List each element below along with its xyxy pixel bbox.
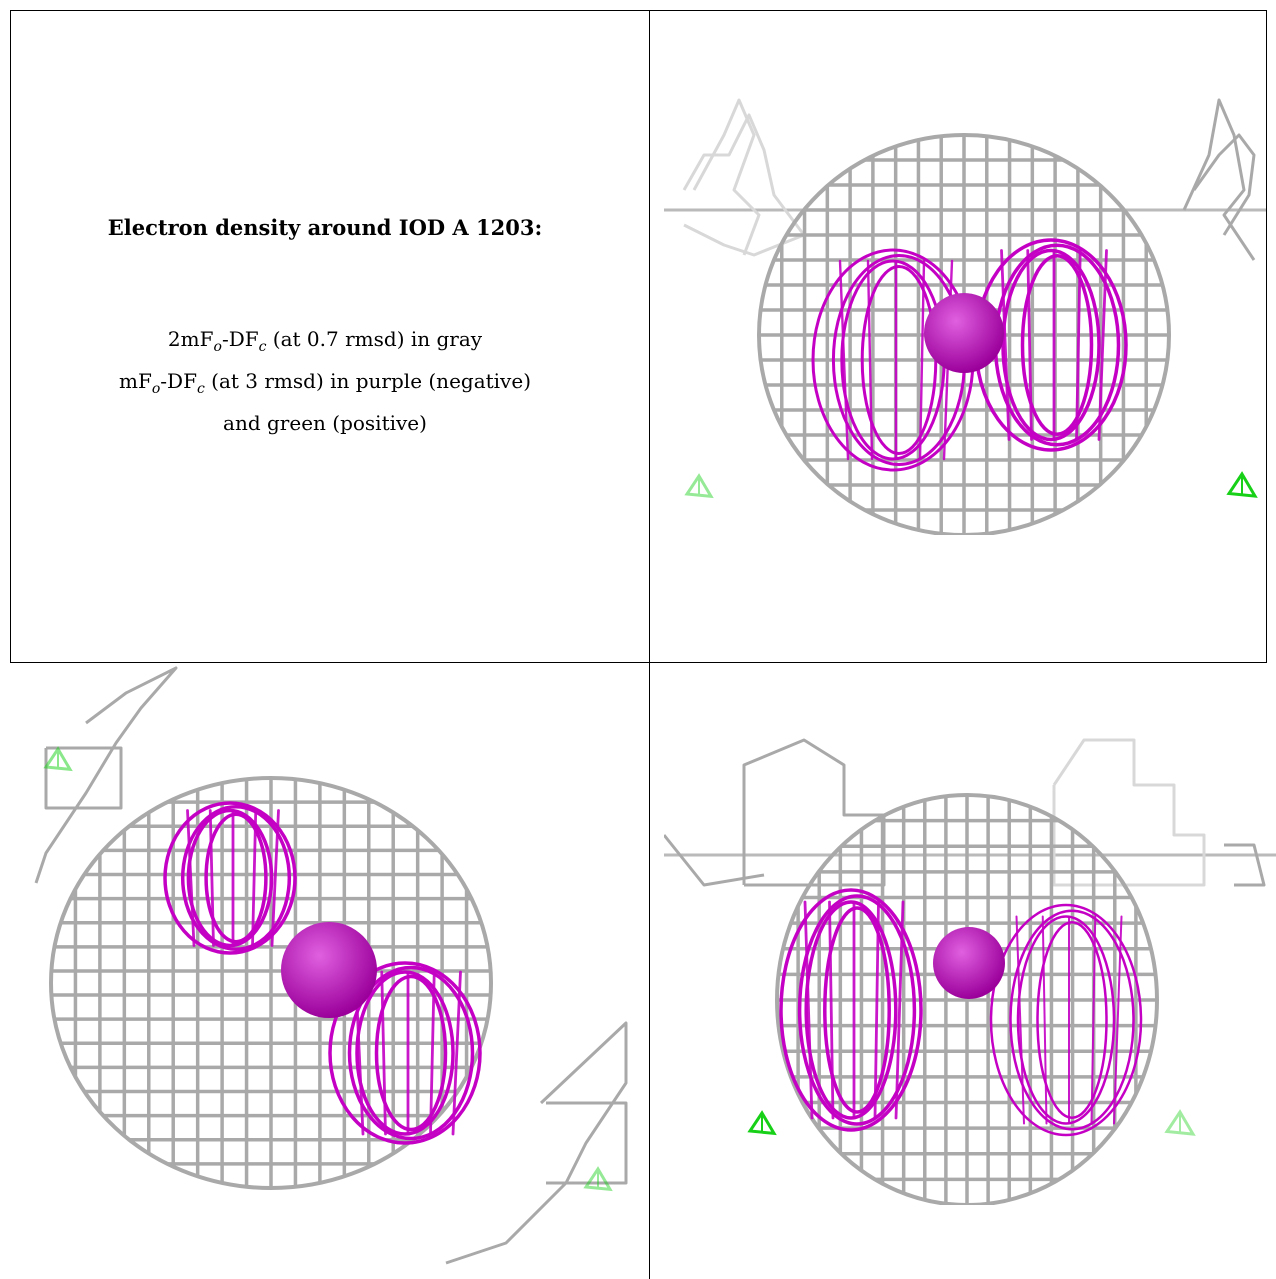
lobe-contour	[779, 888, 923, 1132]
fragment-bottom-right	[445, 1021, 628, 1265]
map-legend: 2mFo-DFc (at 0.7 rmsd) in gray mFo-DFc (…	[10, 322, 640, 440]
mesh-render-bottom-right	[664, 738, 1276, 1205]
positive-peak-right	[1164, 1109, 1196, 1136]
lobe-strand	[1000, 249, 1011, 441]
positive-peak-left	[684, 473, 714, 499]
lobe-contour	[186, 808, 274, 948]
lobe-contour	[1036, 921, 1108, 1119]
lobe-strand	[1113, 915, 1123, 1125]
fragment-right	[1052, 738, 1206, 887]
lobe-strand	[451, 970, 462, 1136]
lobe-contour	[347, 965, 475, 1141]
lobe-strand	[251, 809, 258, 947]
fragment-bottom-right-box	[546, 1101, 628, 1185]
lobe-strand	[1041, 915, 1048, 1125]
lobe-contour	[1016, 915, 1116, 1125]
frame-top	[10, 10, 1267, 11]
lobe-contour	[823, 906, 891, 1114]
frame-middle	[10, 662, 1267, 663]
fragment-right	[1182, 98, 1256, 261]
lobe-strand	[1026, 249, 1033, 441]
frame-center	[649, 10, 650, 1279]
density-view-top-right	[664, 95, 1266, 535]
mesh-outline	[757, 133, 1171, 535]
iodide-atom	[281, 922, 377, 1018]
positive-peak-left	[747, 1110, 777, 1136]
figure-title: Electron density around IOD A 1203:	[107, 215, 543, 240]
negative-lobe-lower	[328, 961, 482, 1145]
lobe-contour	[355, 970, 455, 1136]
lobe-contour	[797, 894, 917, 1126]
lobe-contour	[1009, 909, 1135, 1131]
density-view-bottom-left	[26, 663, 636, 1279]
mesh-render-bottom-left	[34, 666, 628, 1265]
lobe-contour	[804, 900, 898, 1120]
frame-right	[1266, 10, 1267, 662]
lobe-strand	[918, 259, 926, 461]
lobe-contour	[1020, 254, 1094, 436]
lobe-strand	[1015, 915, 1025, 1125]
frame-left	[10, 10, 11, 662]
density-2fo-sphere	[49, 776, 493, 1190]
legend-line-mfo-dfc: mFo-DFc (at 3 rmsd) in purple (negative)	[119, 369, 531, 397]
mesh-outline	[49, 776, 493, 1190]
legend-line-2mfo-dfc: 2mFo-DFc (at 0.7 rmsd) in gray	[167, 327, 483, 355]
lobe-strand	[429, 970, 436, 1136]
lobe-contour	[180, 805, 292, 951]
lobe-contour	[1001, 248, 1101, 442]
lobe-strand	[866, 259, 874, 461]
fragment-top-left	[34, 666, 178, 884]
fragment-top-left-box	[44, 746, 123, 810]
fragment-left-2	[664, 834, 765, 887]
lobe-strand	[1075, 249, 1082, 441]
lobe-strand	[828, 900, 835, 1120]
mesh-render-top-right	[664, 98, 1266, 535]
lobe-strand	[1097, 249, 1108, 441]
fragment-right-2	[1192, 133, 1256, 236]
lobe-contour	[204, 812, 268, 944]
density-view-bottom-right	[664, 735, 1276, 1205]
lobe-contour	[328, 961, 482, 1145]
lobe-contour	[163, 801, 297, 955]
negative-lobe-upper	[163, 801, 297, 955]
iodide-atom	[933, 927, 1005, 999]
fragment-left	[692, 98, 761, 256]
density-2fo-sphere	[775, 793, 1159, 1205]
lobe-contour	[374, 974, 448, 1132]
lobe-strand	[270, 809, 280, 947]
mesh-outline	[775, 793, 1159, 1205]
fragment-right-2	[1224, 843, 1266, 887]
fragment-left-2	[682, 113, 806, 257]
positive-peak-top	[43, 746, 73, 772]
lobe-strand	[186, 809, 196, 947]
positive-peak-right	[1226, 471, 1258, 498]
lobe-strand	[208, 809, 215, 947]
positive-peak-bottom	[583, 1166, 613, 1192]
iodide-atom	[924, 293, 1004, 373]
caption-panel: Electron density around IOD A 1203: 2mFo…	[10, 0, 640, 652]
lobe-strand	[1090, 915, 1097, 1125]
lobe-strand	[873, 900, 880, 1120]
lobe-strand	[838, 259, 850, 461]
lobe-strand	[380, 970, 387, 1136]
lobe-strand	[803, 900, 814, 1120]
lobe-contour	[989, 903, 1143, 1137]
negative-lobe-right	[989, 903, 1143, 1137]
lobe-strand	[894, 900, 905, 1120]
negative-lobe-left	[779, 888, 923, 1132]
legend-line-colors: and green (positive)	[223, 411, 427, 435]
